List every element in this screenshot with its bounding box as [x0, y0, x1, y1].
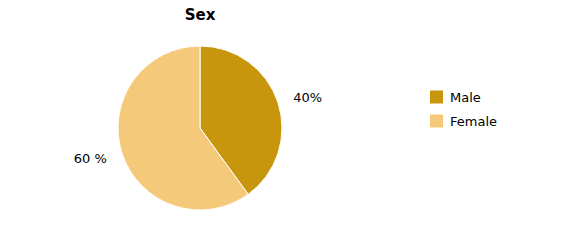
legend-item: Female	[430, 114, 497, 129]
data-label: 40%	[293, 90, 322, 105]
title: Sex	[185, 6, 216, 24]
legend-swatch	[430, 115, 443, 128]
slice	[118, 46, 248, 210]
chart: Sex 40% 60 % Male Female	[0, 0, 561, 229]
legend-label: Female	[450, 114, 497, 129]
legend-item: Male	[430, 90, 481, 105]
legend-swatch	[430, 91, 443, 104]
data-label: 60 %	[74, 151, 107, 166]
pie	[118, 46, 282, 210]
data-labels: 40% 60 %	[74, 90, 322, 166]
legend-label: Male	[450, 90, 481, 105]
legend: Male Female	[430, 90, 497, 129]
